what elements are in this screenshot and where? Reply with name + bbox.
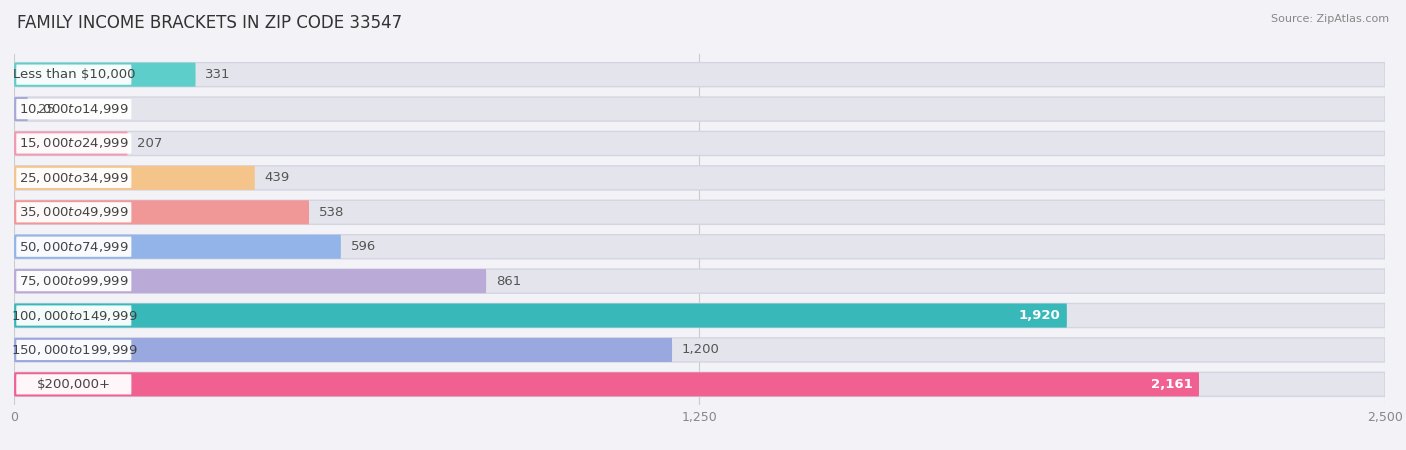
Text: $35,000 to $49,999: $35,000 to $49,999 xyxy=(20,205,129,219)
FancyBboxPatch shape xyxy=(14,372,1385,396)
FancyBboxPatch shape xyxy=(14,200,309,225)
Text: 861: 861 xyxy=(496,274,522,288)
FancyBboxPatch shape xyxy=(14,63,1385,87)
FancyBboxPatch shape xyxy=(14,303,1385,328)
FancyBboxPatch shape xyxy=(14,269,486,293)
FancyBboxPatch shape xyxy=(14,97,28,121)
Text: $50,000 to $74,999: $50,000 to $74,999 xyxy=(20,240,129,254)
Text: $25,000 to $34,999: $25,000 to $34,999 xyxy=(20,171,129,185)
FancyBboxPatch shape xyxy=(17,99,131,119)
Text: 331: 331 xyxy=(205,68,231,81)
Text: 2,161: 2,161 xyxy=(1150,378,1192,391)
Text: 1,200: 1,200 xyxy=(682,343,720,356)
FancyBboxPatch shape xyxy=(17,306,131,326)
FancyBboxPatch shape xyxy=(14,97,1385,121)
Text: $150,000 to $199,999: $150,000 to $199,999 xyxy=(11,343,138,357)
Text: 439: 439 xyxy=(264,171,290,184)
FancyBboxPatch shape xyxy=(14,303,1067,328)
Text: $10,000 to $14,999: $10,000 to $14,999 xyxy=(20,102,129,116)
FancyBboxPatch shape xyxy=(17,271,131,291)
FancyBboxPatch shape xyxy=(14,234,1385,259)
FancyBboxPatch shape xyxy=(14,234,340,259)
FancyBboxPatch shape xyxy=(17,237,131,257)
Text: 207: 207 xyxy=(138,137,163,150)
FancyBboxPatch shape xyxy=(14,63,195,87)
Text: Less than $10,000: Less than $10,000 xyxy=(13,68,135,81)
FancyBboxPatch shape xyxy=(14,338,1385,362)
FancyBboxPatch shape xyxy=(14,131,1385,156)
FancyBboxPatch shape xyxy=(14,269,1385,293)
FancyBboxPatch shape xyxy=(14,372,1199,396)
FancyBboxPatch shape xyxy=(17,133,131,153)
Text: $200,000+: $200,000+ xyxy=(37,378,111,391)
FancyBboxPatch shape xyxy=(17,340,131,360)
Text: 596: 596 xyxy=(350,240,375,253)
Text: 538: 538 xyxy=(319,206,344,219)
FancyBboxPatch shape xyxy=(14,166,254,190)
Text: $75,000 to $99,999: $75,000 to $99,999 xyxy=(20,274,129,288)
Text: Source: ZipAtlas.com: Source: ZipAtlas.com xyxy=(1271,14,1389,23)
FancyBboxPatch shape xyxy=(14,200,1385,225)
Text: 25: 25 xyxy=(38,103,55,116)
FancyBboxPatch shape xyxy=(17,64,131,85)
FancyBboxPatch shape xyxy=(14,166,1385,190)
FancyBboxPatch shape xyxy=(14,131,128,156)
FancyBboxPatch shape xyxy=(14,338,672,362)
FancyBboxPatch shape xyxy=(17,168,131,188)
Text: FAMILY INCOME BRACKETS IN ZIP CODE 33547: FAMILY INCOME BRACKETS IN ZIP CODE 33547 xyxy=(17,14,402,32)
Text: 1,920: 1,920 xyxy=(1018,309,1060,322)
Text: $15,000 to $24,999: $15,000 to $24,999 xyxy=(20,136,129,150)
FancyBboxPatch shape xyxy=(17,374,131,395)
FancyBboxPatch shape xyxy=(17,202,131,222)
Text: $100,000 to $149,999: $100,000 to $149,999 xyxy=(11,309,138,323)
